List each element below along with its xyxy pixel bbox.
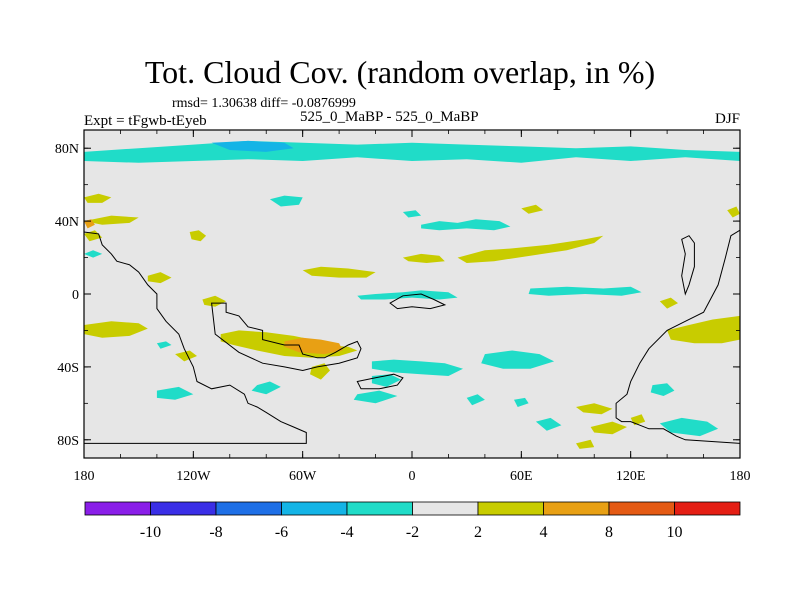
anomaly-region-negative — [466, 394, 485, 406]
colorbar-box — [281, 501, 348, 516]
colorbar-label: -6 — [275, 524, 288, 541]
experiment-label: Expt = tFgwb-tEyeb — [84, 113, 207, 129]
x-tick-label: 180 — [74, 469, 95, 484]
colorbar-box — [346, 501, 413, 516]
anomaly-region-negative — [650, 383, 675, 396]
anomaly-region-negative — [371, 359, 463, 376]
anomaly-region-negative — [481, 350, 555, 369]
anomaly-region-positive — [576, 439, 595, 449]
anomaly-region-positive — [457, 235, 604, 263]
colorbar-box — [608, 501, 675, 516]
colorbar-label: 4 — [540, 524, 548, 541]
coastline-western-landmass — [84, 231, 307, 444]
anomaly-region-positive — [147, 272, 172, 284]
anomaly-region-positive — [667, 315, 740, 344]
colorbar-box — [150, 501, 217, 516]
plot-title: Tot. Cloud Cov. (random overlap, in %) — [144, 54, 656, 90]
x-tick-label: 0 — [409, 469, 416, 484]
anomaly-region-negative — [251, 381, 281, 395]
y-tick-label: 40N — [55, 215, 79, 230]
case-label: 525_0_MaBP - 525_0_MaBP — [300, 109, 479, 125]
colorbar-label: -4 — [340, 524, 353, 541]
anomaly-region-positive — [175, 350, 197, 362]
coastline-eastern-landmass — [615, 229, 740, 444]
colorbar: -10 -8 -6 -4 -2 2 4 8 10 — [84, 501, 741, 541]
anomaly-region-positive — [659, 297, 678, 309]
coastline-layer — [84, 229, 740, 444]
anomaly-region-negative — [269, 195, 303, 207]
colorbar-label: -10 — [140, 524, 161, 541]
anomaly-region-positive — [590, 421, 627, 435]
anomaly-region-negative — [535, 417, 562, 431]
anomaly-region-negative — [156, 386, 194, 400]
anomaly-region-negative — [421, 219, 511, 231]
anomaly-region-negative — [353, 390, 398, 404]
season-label: DJF — [714, 111, 740, 127]
anomaly-region-negative — [659, 417, 719, 437]
coastline-inner-block-c — [389, 293, 447, 310]
y-tick-label: 0 — [72, 288, 79, 303]
colorbar-label: -8 — [209, 524, 222, 541]
colorbar-box — [412, 501, 479, 516]
anomaly-region-positive — [202, 295, 227, 307]
anomaly-region-positive — [284, 337, 343, 355]
anomaly-region-positive — [727, 206, 740, 218]
anomaly-region-positive — [302, 266, 376, 278]
anomaly-region-negative — [211, 140, 294, 152]
stats-line: rmsd= 1.30638 diff= -0.0876999 — [172, 96, 356, 111]
y-tick-label: 80S — [57, 434, 79, 449]
colorbar-box — [84, 501, 151, 516]
anomaly-region-positive — [189, 230, 207, 242]
anomaly-region-negative — [84, 250, 103, 258]
x-tick-label: 180 — [730, 469, 751, 484]
anomaly-region-positive — [84, 215, 139, 225]
anomaly-region-negative — [156, 341, 172, 349]
anomaly-fill-layer — [84, 140, 740, 449]
colorbar-label: 8 — [605, 524, 613, 541]
axis-ticks: 180 120W 60W 0 60E 120E 180 80N 40N 0 40S 80S — [55, 130, 751, 484]
colorbar-label: 2 — [474, 524, 482, 541]
anomaly-region-positive — [84, 321, 148, 338]
anomaly-region-negative — [528, 286, 642, 296]
anomaly-region-positive — [521, 204, 544, 214]
x-tick-label: 60W — [289, 469, 317, 484]
colorbar-box — [674, 501, 741, 516]
y-tick-label: 40S — [57, 361, 79, 376]
anomaly-region-positive — [630, 414, 646, 426]
anomaly-region-positive — [84, 193, 112, 203]
colorbar-box — [543, 501, 610, 516]
colorbar-label: 10 — [667, 524, 683, 541]
colorbar-box — [477, 501, 544, 516]
coastline-inner-block-a — [211, 302, 362, 372]
anomaly-region-negative — [514, 397, 529, 407]
anomaly-region-positive — [576, 403, 613, 415]
x-tick-label: 120E — [616, 469, 646, 484]
anomaly-region-negative — [402, 210, 422, 218]
colorbar-box — [215, 501, 282, 516]
coastline-east-peninsula — [681, 235, 695, 296]
x-tick-label: 60E — [510, 469, 533, 484]
colorbar-label: -2 — [406, 524, 419, 541]
x-tick-label: 120W — [176, 469, 211, 484]
y-tick-label: 80N — [55, 142, 79, 157]
coastline-inner-block-b — [356, 373, 404, 390]
anomaly-region-positive — [402, 253, 445, 263]
